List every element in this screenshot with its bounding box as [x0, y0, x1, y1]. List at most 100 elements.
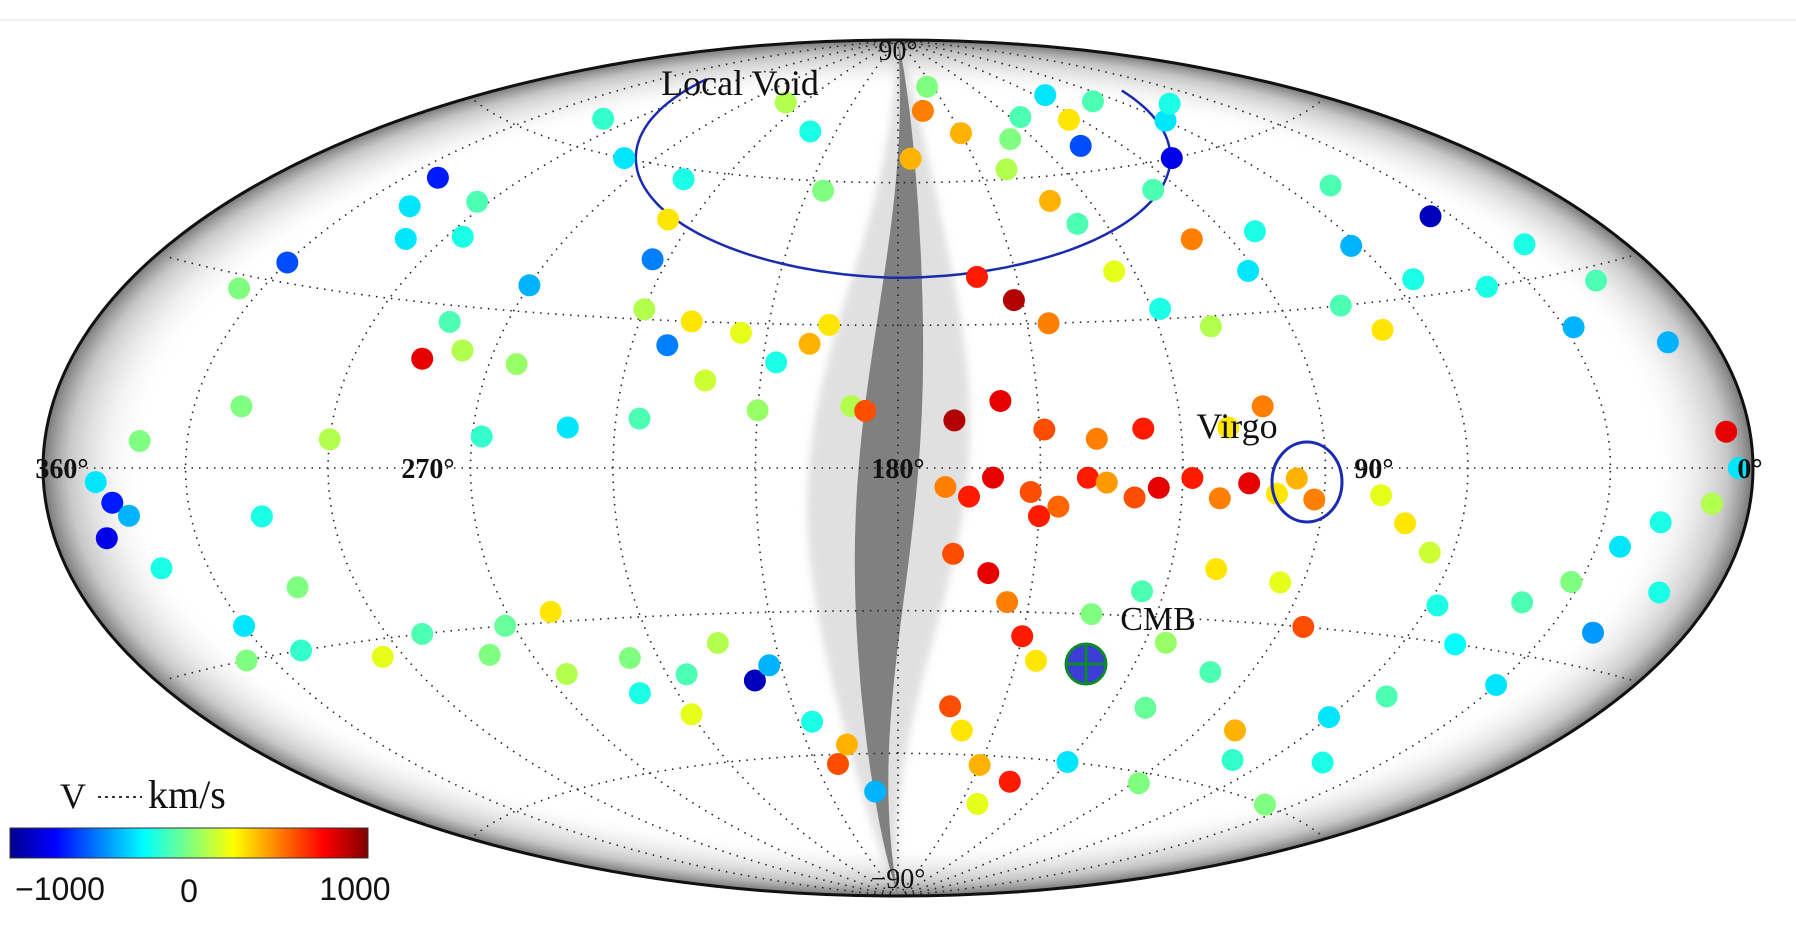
- galaxy-point: [1648, 581, 1671, 604]
- galaxy-point: [1076, 466, 1099, 489]
- galaxy-point: [318, 428, 341, 451]
- galaxy-point: [1340, 234, 1363, 257]
- galaxy-point: [916, 75, 939, 98]
- galaxy-point: [942, 542, 965, 565]
- galaxy-point: [1444, 633, 1467, 656]
- galaxy-point: [1371, 318, 1394, 341]
- galaxy-point: [1085, 427, 1108, 450]
- galactic-band: [854, 40, 924, 896]
- galaxy-point: [235, 649, 258, 672]
- galaxy-point: [1069, 134, 1092, 157]
- galaxy-point: [1142, 178, 1165, 201]
- galaxy-point: [672, 168, 695, 191]
- galaxy-point: [613, 147, 636, 170]
- galaxy-point: [680, 310, 703, 333]
- galaxy-point: [1127, 772, 1150, 795]
- galaxy-point: [494, 614, 517, 637]
- galaxy-point: [539, 600, 562, 623]
- galaxy-point: [1701, 492, 1723, 515]
- colorbar-bar: [9, 827, 369, 859]
- galaxy-point: [1426, 594, 1449, 617]
- cmb-label: CMB: [1120, 601, 1196, 638]
- galaxy-point: [996, 591, 1019, 614]
- galaxy-point: [505, 353, 528, 376]
- galaxy-point: [1269, 571, 1292, 594]
- galaxy-point: [1134, 696, 1157, 719]
- galaxy-point: [438, 310, 461, 333]
- galaxy-point: [943, 409, 966, 432]
- galaxy-point: [95, 527, 118, 550]
- galaxy-point: [1727, 457, 1750, 479]
- galaxy-point: [950, 122, 972, 145]
- lon-label-360: 360°: [35, 454, 88, 485]
- galaxy-point: [394, 227, 417, 250]
- galaxy-point: [1208, 487, 1231, 510]
- galaxy-point: [1329, 294, 1352, 317]
- galaxy-point: [1485, 674, 1508, 696]
- galaxy-point: [1292, 615, 1315, 638]
- meridian-line: [754, 40, 899, 896]
- local-void-boundary: [634, 78, 1172, 280]
- galaxy-point: [628, 407, 651, 430]
- galaxy-point: [1149, 297, 1172, 320]
- galaxy-point: [276, 251, 299, 274]
- galaxy-point: [478, 643, 501, 666]
- galaxy-point: [1319, 174, 1342, 197]
- galaxy-point: [290, 639, 313, 662]
- galaxy-point: [1039, 189, 1061, 212]
- galaxy-point: [1511, 591, 1534, 614]
- galaxy-point: [818, 313, 841, 336]
- galaxy-point: [1609, 535, 1631, 558]
- galaxy-point: [1656, 331, 1679, 354]
- galaxy-point: [1311, 751, 1334, 774]
- galaxy-point: [799, 120, 822, 143]
- galaxy-point: [977, 562, 1000, 585]
- galaxy-point: [84, 471, 107, 494]
- lat-label-south: −90°: [871, 864, 926, 895]
- galaxy-point: [798, 332, 821, 355]
- galaxy-point: [1285, 467, 1308, 490]
- galaxy-point: [827, 753, 849, 775]
- local-void-label: Local Void: [661, 63, 819, 103]
- galaxy-point: [958, 485, 980, 508]
- galaxy-point: [998, 770, 1021, 793]
- galaxy-point: [1254, 793, 1276, 816]
- galaxy-point: [618, 647, 641, 669]
- galaxy-point: [1418, 541, 1441, 564]
- galaxy-point: [694, 369, 717, 392]
- galaxy-point: [968, 754, 991, 776]
- colorbar-tick-mid: 0: [180, 873, 198, 909]
- virgo-circle: [1270, 440, 1344, 524]
- galaxy-point: [854, 399, 877, 422]
- galaxy-point: [1221, 749, 1244, 771]
- cmb-marker: [1064, 642, 1108, 686]
- colorbar-unit: km/s: [148, 772, 226, 817]
- galaxy-point: [1160, 147, 1183, 170]
- galaxy-point: [1205, 558, 1228, 581]
- galaxy-point: [999, 128, 1022, 151]
- galaxy-point: [1402, 268, 1425, 291]
- map-boundary: [41, 38, 1755, 898]
- galaxy-point: [1199, 315, 1222, 338]
- galaxy-point: [1318, 706, 1340, 729]
- galaxy-point: [1033, 418, 1056, 441]
- galaxy-point: [812, 179, 835, 202]
- galaxy-point: [466, 190, 489, 213]
- galaxy-point: [934, 476, 957, 498]
- galaxy-point: [233, 615, 256, 637]
- galaxy-point: [774, 91, 797, 114]
- galaxy-point: [1056, 751, 1079, 773]
- galaxy-point: [411, 622, 434, 645]
- galaxy-point: [1082, 90, 1104, 113]
- galaxy-point: [1585, 269, 1608, 292]
- galaxy-point: [1037, 312, 1060, 335]
- galaxy-point: [1011, 625, 1034, 648]
- galaxy-point: [966, 792, 989, 815]
- galaxy-point: [982, 466, 1004, 489]
- lon-label-180: 180°: [871, 454, 924, 485]
- galaxy-point: [1375, 685, 1398, 708]
- galaxy-point: [1158, 92, 1181, 115]
- galaxy-point: [1131, 580, 1153, 603]
- galaxy-point: [1370, 484, 1393, 507]
- galaxy-point: [1095, 471, 1118, 494]
